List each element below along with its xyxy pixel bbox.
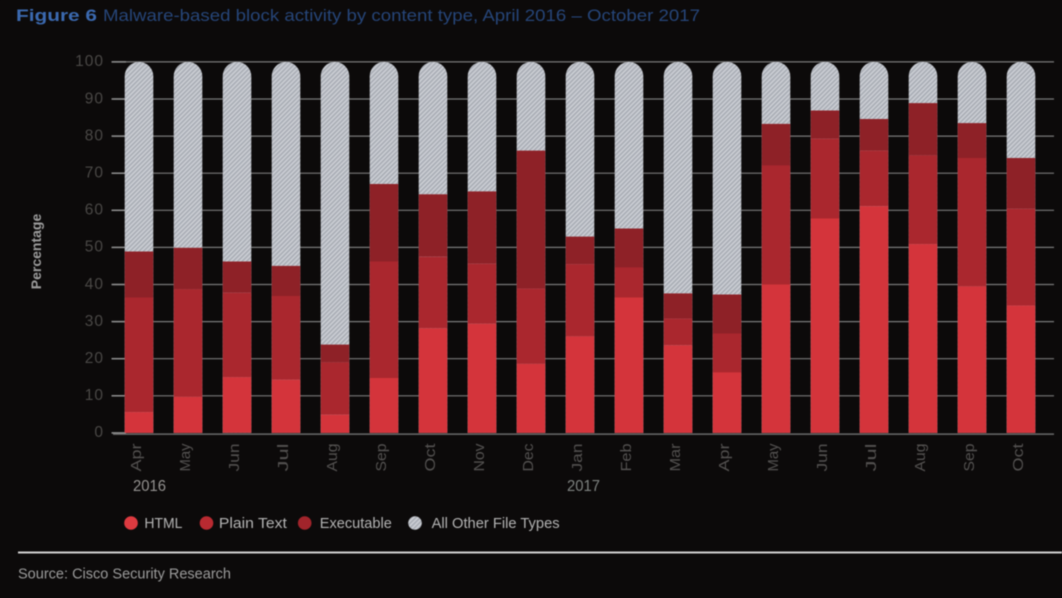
svg-text:Oct: Oct <box>1011 444 1027 472</box>
svg-text:30: 30 <box>85 313 104 330</box>
svg-text:Sep: Sep <box>962 444 978 472</box>
svg-text:Jun: Jun <box>227 444 243 472</box>
svg-text:Executable: Executable <box>320 515 392 532</box>
svg-text:2016: 2016 <box>133 478 166 495</box>
svg-text:50: 50 <box>85 239 104 256</box>
svg-text:20: 20 <box>85 350 104 367</box>
svg-text:Figure 6: Figure 6 <box>16 7 97 25</box>
svg-text:Mar: Mar <box>668 443 684 471</box>
svg-text:All Other File Types: All Other File Types <box>432 515 560 532</box>
svg-text:90: 90 <box>85 90 104 107</box>
svg-text:Aug: Aug <box>913 444 929 472</box>
svg-text:Feb: Feb <box>619 444 635 472</box>
svg-text:Jul: Jul <box>864 444 880 472</box>
svg-text:Malware-based block activity b: Malware-based block activity by content … <box>103 7 700 25</box>
svg-text:Oct: Oct <box>423 444 439 472</box>
svg-text:2017: 2017 <box>567 478 600 495</box>
svg-text:Sep: Sep <box>374 444 390 472</box>
svg-text:0: 0 <box>94 424 104 441</box>
svg-text:10: 10 <box>85 387 104 404</box>
svg-text:May: May <box>766 443 782 472</box>
svg-text:60: 60 <box>85 202 104 219</box>
svg-text:Dec: Dec <box>521 444 537 472</box>
svg-text:70: 70 <box>85 165 104 182</box>
svg-text:Jul: Jul <box>276 444 292 472</box>
svg-text:Percentage: Percentage <box>28 214 44 290</box>
svg-text:HTML: HTML <box>144 515 182 532</box>
svg-text:80: 80 <box>85 127 104 144</box>
svg-text:May: May <box>178 443 194 472</box>
svg-text:Aug: Aug <box>325 444 341 472</box>
svg-text:Jan: Jan <box>570 444 586 472</box>
svg-text:Source: Cisco Security Researc: Source: Cisco Security Research <box>18 567 231 583</box>
svg-text:Apr: Apr <box>129 443 145 471</box>
svg-text:Nov: Nov <box>472 443 488 472</box>
svg-text:100: 100 <box>75 53 104 70</box>
svg-text:Plain Text: Plain Text <box>219 515 288 532</box>
svg-text:40: 40 <box>85 276 104 293</box>
svg-text:Jun: Jun <box>815 444 831 472</box>
svg-text:Apr: Apr <box>717 443 733 471</box>
